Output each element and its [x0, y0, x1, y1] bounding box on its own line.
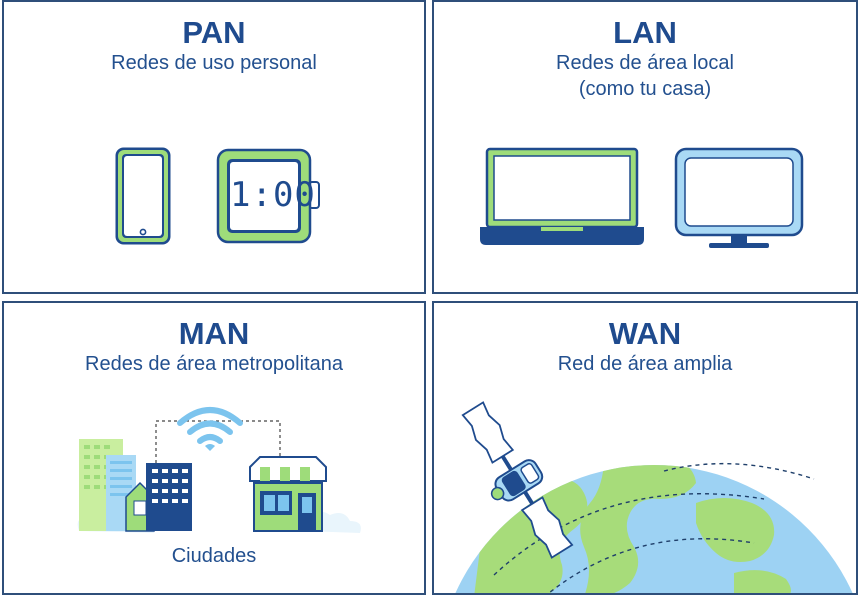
smartwatch-icon: [216, 148, 320, 244]
wan-subtitle: Red de área amplia: [557, 353, 733, 375]
city-illustration: [77, 407, 361, 533]
lan-title: LAN: [613, 15, 677, 50]
man-title: MAN: [178, 316, 250, 351]
man-subtitle: Redes de área metropolitana: [85, 353, 343, 375]
laptop-icon: [480, 147, 644, 245]
man-caption: Ciudades: [171, 545, 257, 567]
lan-panel: LAN Redes de área local (como tu casa): [432, 0, 858, 294]
wan-panel: WAN Red de área amplia: [432, 301, 858, 595]
lan-subtitle: Redes de área local: [556, 52, 734, 74]
man-panel: MAN Redes de área metropolitana: [2, 301, 426, 595]
wifi-icon: [177, 407, 243, 451]
pan-title: PAN: [182, 15, 246, 50]
lan-subtitle-2: (como tu casa): [578, 78, 712, 100]
shop-icon: [249, 456, 327, 532]
globe-illustration: [436, 401, 856, 593]
monitor-icon: [674, 147, 804, 248]
smartphone-icon: [115, 147, 171, 245]
pan-panel: PAN Redes de uso personal 1:00: [2, 0, 426, 294]
pan-subtitle: Redes de uso personal: [111, 52, 317, 74]
watch-time-display: 1:00: [230, 175, 316, 215]
satellite-icon: [461, 401, 574, 559]
wan-title: WAN: [608, 316, 682, 351]
